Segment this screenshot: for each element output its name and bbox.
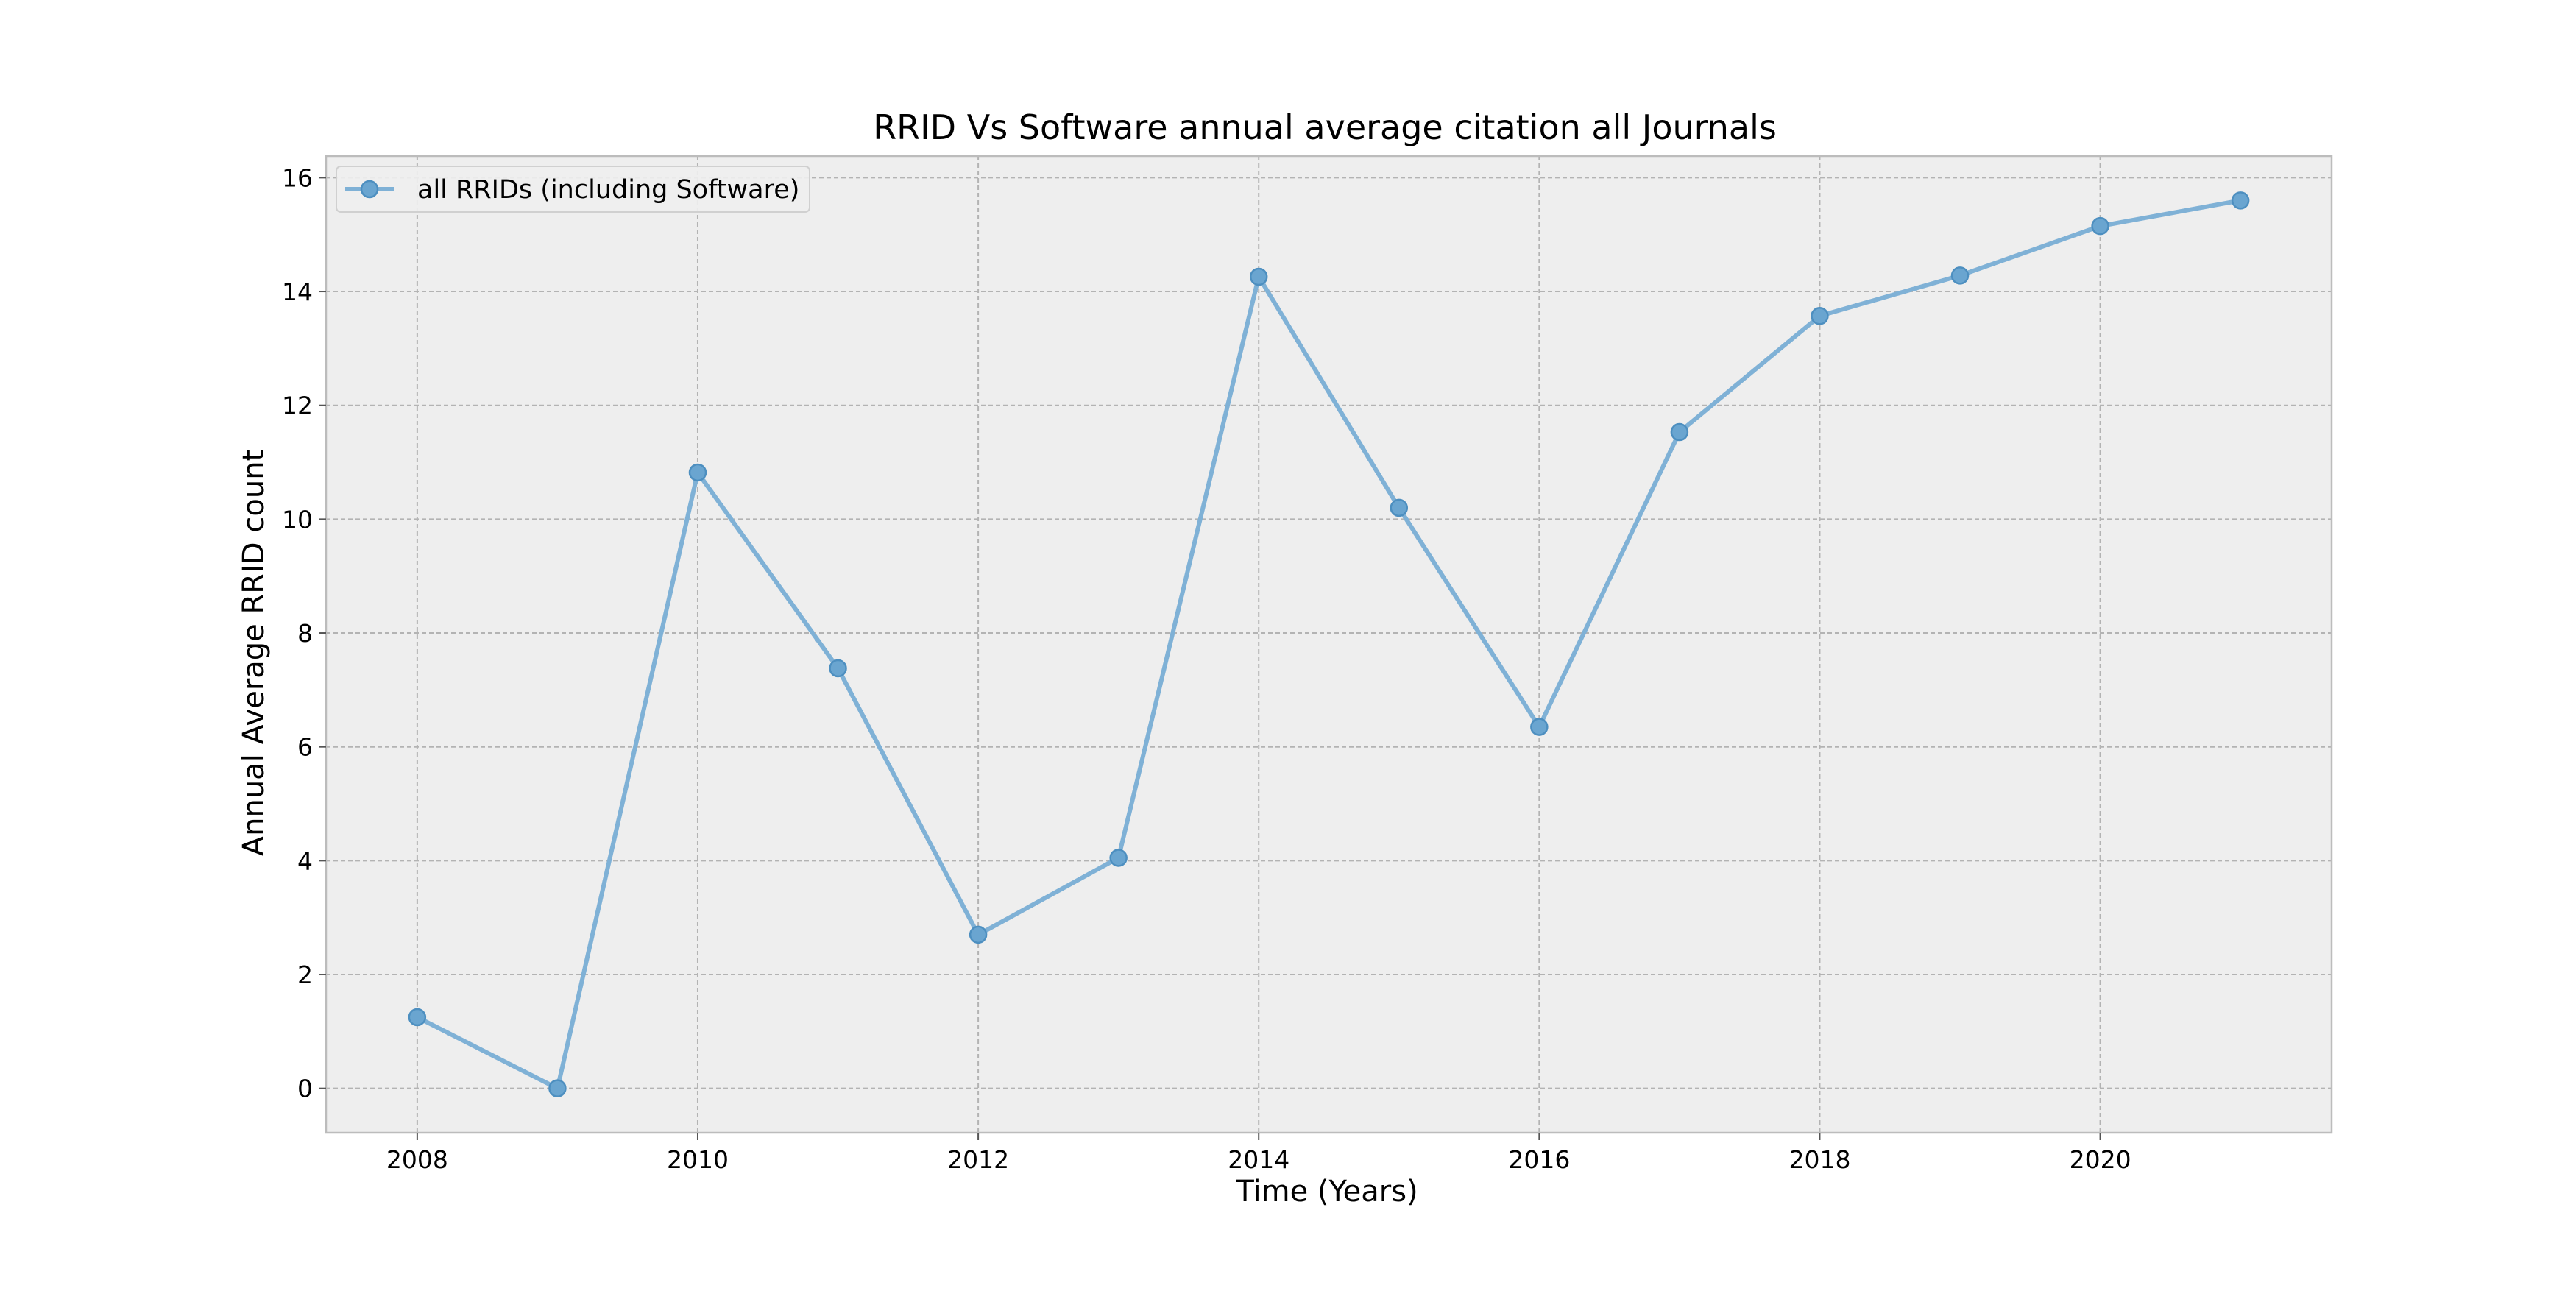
plot-area — [326, 156, 2332, 1133]
y-tick-label: 12 — [282, 392, 313, 420]
y-tick-label: 4 — [297, 846, 313, 875]
chart-title: RRID Vs Software annual average citation… — [873, 107, 1777, 147]
y-tick-label: 6 — [297, 733, 313, 762]
y-tick-label: 10 — [282, 505, 313, 534]
data-point — [688, 463, 707, 482]
y-tick-label: 8 — [297, 619, 313, 648]
data-point — [1811, 307, 1829, 325]
y-tick-label: 16 — [282, 163, 313, 192]
data-point — [1109, 849, 1128, 867]
x-tick-label: 2010 — [667, 1145, 729, 1174]
x-axis-label: Time (Years) — [1235, 1175, 1418, 1209]
data-point — [408, 1008, 427, 1027]
legend-label: all RRIDs (including Software) — [417, 175, 799, 205]
y-tick-label: 0 — [297, 1075, 313, 1103]
x-tick-label: 2012 — [947, 1145, 1009, 1174]
x-tick-label: 2018 — [1788, 1145, 1850, 1174]
legend-box — [336, 166, 810, 213]
data-point — [969, 925, 988, 944]
plot-frame — [325, 155, 2333, 1134]
y-axis-label: Annual Average RRID count — [237, 450, 271, 856]
series-line — [414, 198, 2243, 1091]
x-tick-label: 2008 — [386, 1145, 448, 1174]
x-tick-label: 2014 — [1228, 1145, 1289, 1174]
legend-marker — [360, 180, 379, 199]
y-tick-label: 2 — [297, 961, 313, 989]
data-point — [829, 659, 847, 678]
data-point — [1670, 422, 1689, 442]
data-point — [2091, 216, 2109, 236]
data-point — [1249, 267, 1268, 286]
data-point — [1390, 498, 1409, 517]
x-tick-label: 2020 — [2070, 1145, 2131, 1174]
y-tick-label: 14 — [282, 277, 313, 306]
data-point — [2231, 191, 2250, 210]
data-point — [1530, 718, 1549, 736]
data-point — [1950, 266, 1970, 285]
data-point — [548, 1079, 567, 1097]
x-tick-label: 2016 — [1508, 1145, 1570, 1174]
